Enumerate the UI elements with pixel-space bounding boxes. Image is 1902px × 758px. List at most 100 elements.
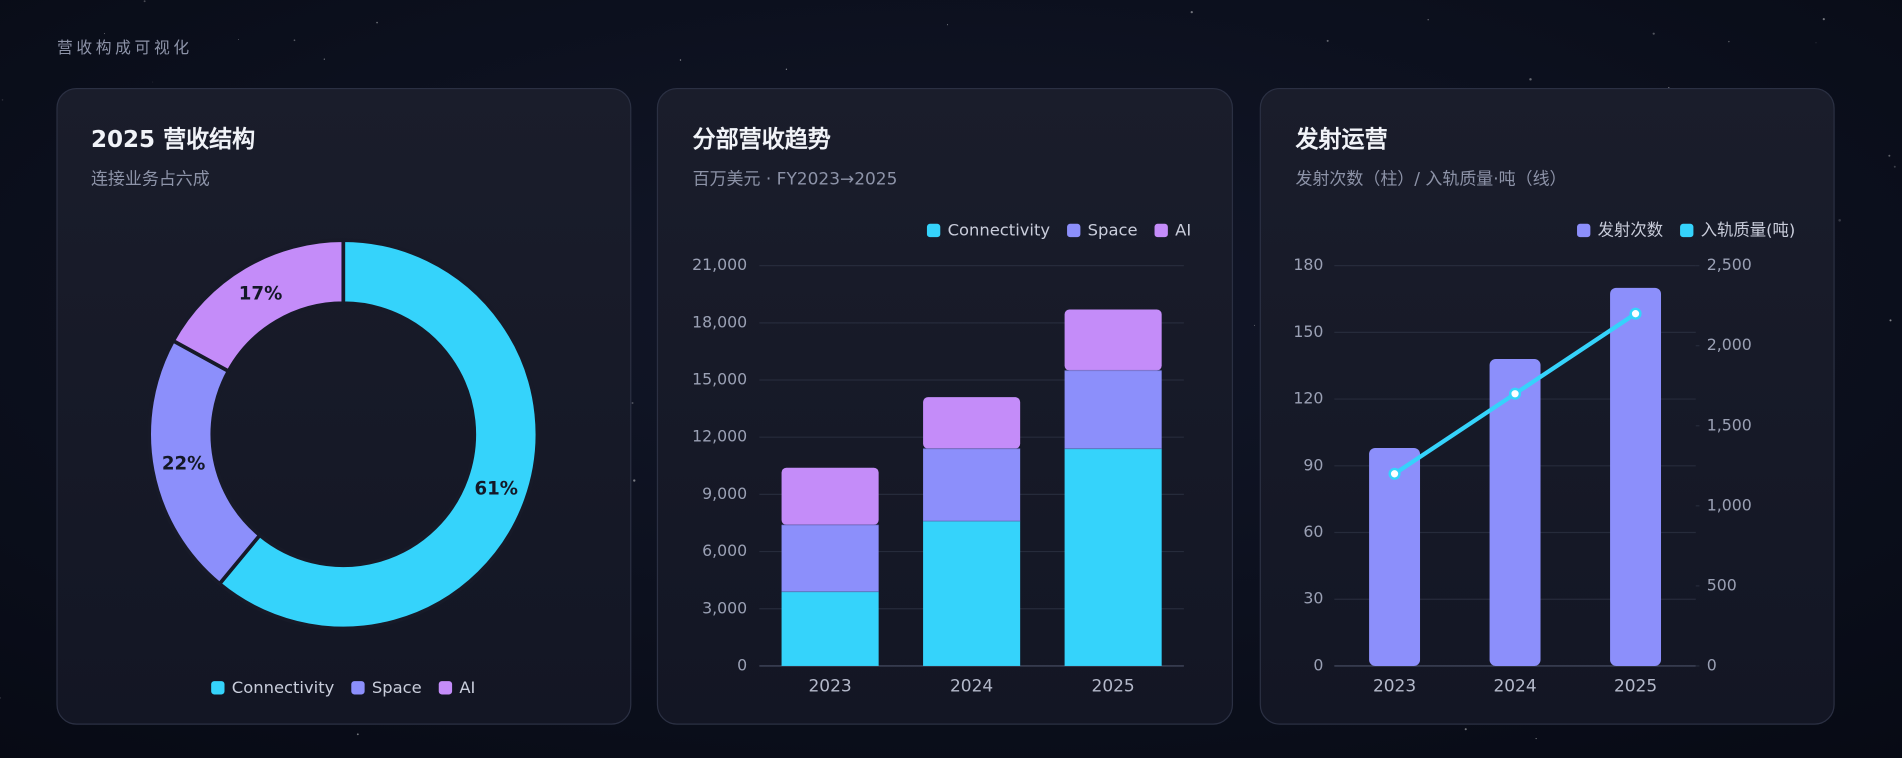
star (104, 33, 106, 35)
y-tick-label: 18,000 (692, 312, 747, 331)
y-tick-label: 3,000 (702, 598, 747, 617)
star (785, 68, 788, 70)
stacked-bar-chart: 0 3,000 6,000 9,000 12,000 15,000 18,000 21,000… (692, 221, 1191, 697)
y-tick-label: 150 (1293, 322, 1323, 341)
star (1822, 18, 1825, 21)
card: 发射运营 发射次数（柱）/ 入轨质量·吨（线） (1259, 87, 1835, 725)
x-tick-label: 2023 (1373, 677, 1416, 697)
y-tick-label: 12,000 (692, 427, 747, 446)
x-tick-label: 2025 (1614, 677, 1657, 697)
y-tick-label: 180 (1293, 255, 1323, 274)
donut-segment (170, 238, 346, 374)
star (1889, 319, 1892, 322)
star (633, 479, 636, 482)
card-subtitle: 连接业务占六成 (91, 170, 210, 190)
bar-segment (781, 467, 879, 525)
legend-swatch (211, 681, 225, 695)
line-point (1388, 467, 1401, 480)
star (1728, 40, 1730, 43)
star (1815, 42, 1817, 44)
star (0, 697, 1, 699)
y-tick-label: 21,000 (692, 255, 747, 274)
bar-segment (923, 397, 1021, 449)
star (1190, 10, 1193, 14)
line-point (1508, 387, 1522, 400)
y-tick-label: 60 (1303, 522, 1323, 541)
x-tick-label: 2024 (1493, 677, 1536, 697)
y2-tick-label: 2,000 (1707, 335, 1752, 354)
star (1535, 738, 1537, 740)
legend-label: AI (459, 678, 475, 697)
star (238, 39, 239, 40)
y2-tick-label: 500 (1707, 575, 1737, 594)
bar-segment (1064, 370, 1162, 449)
y-tick-label: 15,000 (692, 370, 747, 389)
y-tick-label: 6,000 (702, 541, 747, 560)
legend-label: 入轨质量(吨) (1701, 221, 1796, 240)
bar-segment (923, 448, 1021, 522)
star (323, 58, 325, 60)
bar (1489, 359, 1541, 666)
star (1529, 78, 1532, 81)
y-tick-label: 9,000 (702, 484, 747, 503)
y-tick-label: 90 (1303, 455, 1323, 474)
x-tick-label: 2025 (1092, 677, 1135, 697)
bar-line-chart: 0 30 60 90 120 150 180 0 500 1,000 1,500 2,000 2,500… (1293, 221, 1795, 697)
bar-segment (781, 591, 879, 666)
y2-tick-label: 2,500 (1707, 255, 1752, 274)
card-subtitle: 发射次数（柱）/ 入轨质量·吨（线） (1295, 170, 1566, 190)
legend-swatch (1067, 223, 1081, 238)
star (152, 81, 154, 83)
card-title: 分部营收趋势 (693, 126, 831, 153)
x-tick-label: 2023 (809, 677, 852, 697)
star (356, 733, 359, 736)
card-title: 2025 营收结构 (91, 126, 255, 153)
legend-swatch (1680, 223, 1694, 238)
bar-segment (1064, 448, 1162, 666)
bar-segment (781, 524, 879, 592)
star (1652, 32, 1655, 35)
legend-swatch (926, 223, 941, 238)
star (679, 59, 682, 61)
line-point (1629, 307, 1642, 320)
star (1326, 39, 1329, 42)
star (1, 99, 4, 101)
y-tick-label: 30 (1303, 589, 1323, 608)
legend-swatch (351, 681, 365, 695)
donut-chart: 61% 22% 17% Connectivity Space AI (147, 238, 540, 697)
donut-segment (217, 238, 540, 631)
page-title: 营收构成可视化 (57, 38, 193, 57)
y-tick-label: 0 (737, 655, 747, 674)
legend-label: Connectivity (232, 678, 335, 697)
star (1888, 154, 1891, 157)
legend-swatch (1154, 223, 1168, 238)
y2-tick-label: 0 (1707, 655, 1717, 674)
bar-segment (923, 521, 1021, 666)
y2-tick-label: 1,000 (1707, 495, 1752, 514)
star (143, 0, 146, 3)
legend-swatch (438, 681, 453, 695)
star (1427, 19, 1429, 21)
star (1838, 218, 1841, 222)
star (947, 24, 949, 26)
star (1254, 324, 1255, 326)
legend-swatch (1577, 223, 1591, 238)
y-tick-label: 120 (1293, 389, 1323, 408)
x-tick-label: 2024 (950, 677, 993, 697)
bar (1369, 448, 1421, 666)
bar-segment (1064, 309, 1162, 371)
donut-segment (147, 338, 263, 587)
y-tick-label: 0 (1313, 655, 1323, 674)
star (631, 402, 634, 404)
card-subtitle: 百万美元 · FY2023→2025 (693, 170, 898, 190)
card-title: 发射运营 (1294, 126, 1387, 153)
legend-label: Space (372, 678, 422, 697)
data-label: 17% (239, 283, 283, 304)
legend-label: Connectivity (948, 221, 1051, 240)
legend-label: Space (1088, 221, 1138, 240)
legend-label: AI (1175, 221, 1191, 240)
data-label: 22% (162, 454, 206, 475)
star (1893, 165, 1896, 168)
